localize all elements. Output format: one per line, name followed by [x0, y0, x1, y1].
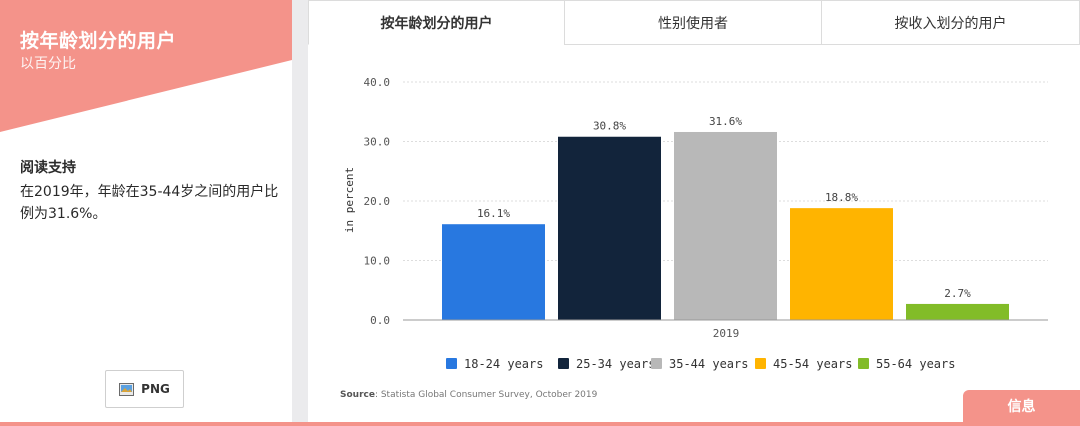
legend-item-35-44[interactable]: 35-44 years: [651, 357, 748, 371]
chart-title: 按年龄划分的用户: [20, 30, 177, 52]
legend-label: 35-44 years: [669, 357, 748, 371]
chart-panel: 按年龄划分的用户 性别使用者 按收入划分的用户 0.0 10.0 20.0 30.0 4…: [308, 0, 1080, 422]
legend-item-45-54[interactable]: 45-54 years: [755, 357, 852, 371]
y-tick-label: 40.0: [364, 76, 391, 89]
header-background: [0, 0, 292, 132]
source-prefix: Source: [340, 390, 375, 400]
info-panel: 按年龄划分的用户 以百分比 阅读支持 在2019年，年龄在35-44岁之间的用户…: [0, 0, 292, 426]
y-tick-label: 10.0: [364, 255, 391, 268]
image-icon: [119, 382, 135, 396]
tab-users-by-gender[interactable]: 性别使用者: [564, 0, 822, 45]
x-axis-category-label: 2019: [713, 327, 740, 340]
bar-chart: 0.0 10.0 20.0 30.0 40.0 in percent 16.1% 30.8…: [343, 76, 1048, 371]
bar-45-54[interactable]: [790, 208, 893, 320]
legend-item-18-24[interactable]: 18-24 years: [446, 357, 543, 371]
legend-swatch: [651, 358, 662, 369]
tab-users-by-income[interactable]: 按收入划分的用户: [821, 0, 1080, 45]
bottom-accent-bar: [0, 422, 1080, 426]
panel-divider: [292, 0, 308, 426]
bars: 16.1% 30.8% 31.6% 18.8% 2.7%: [442, 115, 1009, 320]
y-tick-label: 20.0: [364, 195, 391, 208]
legend-item-55-64[interactable]: 55-64 years: [858, 357, 955, 371]
chart-legend: 18-24 years 25-34 years 35-44 years 45-54 y…: [446, 357, 955, 371]
y-tick-label: 0.0: [370, 314, 390, 327]
legend-label: 18-24 years: [464, 357, 543, 371]
bar-18-24[interactable]: [442, 224, 545, 320]
source-text: : Statista Global Consumer Survey, Octob…: [374, 390, 598, 400]
y-axis-ticks: 0.0 10.0 20.0 30.0 40.0: [364, 76, 391, 327]
info-button[interactable]: 信息: [963, 390, 1080, 422]
bar-25-34[interactable]: [558, 136, 661, 320]
tab-users-by-age[interactable]: 按年龄划分的用户: [308, 0, 565, 45]
source-note: Source: Statista Global Consumer Survey,…: [340, 390, 597, 400]
legend-label: 25-34 years: [576, 357, 655, 371]
chart-subtitle: 以百分比: [20, 56, 76, 72]
reading-support-heading: 阅读支持: [20, 160, 76, 176]
bar-value-label: 30.8%: [593, 120, 626, 133]
bar-value-label: 2.7%: [944, 287, 971, 300]
legend-swatch: [755, 358, 766, 369]
bar-value-label: 31.6%: [709, 115, 742, 128]
legend-label: 45-54 years: [773, 357, 852, 371]
panel-header: 按年龄划分的用户 以百分比: [0, 0, 292, 132]
png-button-label: PNG: [141, 382, 170, 396]
bar-value-label: 16.1%: [477, 207, 510, 220]
bar-35-44[interactable]: [674, 131, 777, 320]
y-axis-label: in percent: [343, 167, 356, 233]
bar-value-label: 18.8%: [825, 191, 858, 204]
reading-support-text: 在2019年，年龄在35-44岁之间的用户比例为31.6%。: [20, 184, 279, 222]
bar-55-64[interactable]: [906, 303, 1009, 320]
chart-gridlines: [403, 81, 1048, 261]
png-download-button[interactable]: PNG: [105, 370, 184, 408]
y-tick-label: 30.0: [364, 136, 391, 149]
legend-label: 55-64 years: [876, 357, 955, 371]
legend-swatch: [858, 358, 869, 369]
legend-item-25-34[interactable]: 25-34 years: [558, 357, 655, 371]
legend-swatch: [446, 358, 457, 369]
legend-swatch: [558, 358, 569, 369]
